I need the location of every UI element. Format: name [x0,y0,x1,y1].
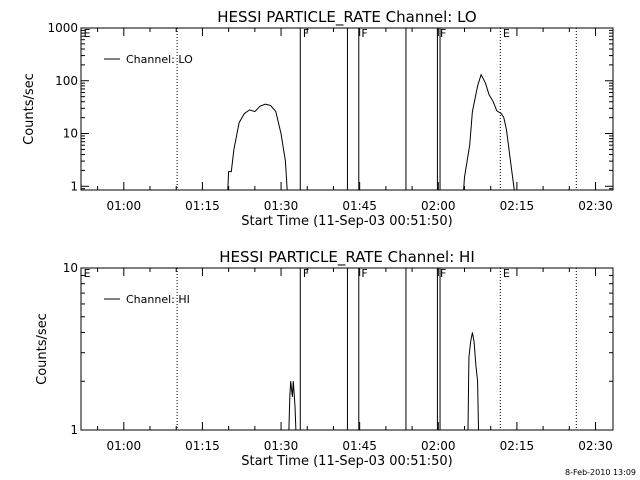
flag-marker: F [303,267,309,280]
flag-marker: E [84,27,91,40]
y-tick-label: 10 [63,261,78,275]
series-line [463,73,515,191]
x-tick-label: 01:30 [264,439,299,453]
x-tick-label: 02:00 [421,439,456,453]
x-axis-label: Start Time (11-Sep-03 00:51:50) [241,214,452,229]
y-axis-label: Counts/sec [35,313,50,385]
series-line [227,103,288,191]
x-tick-label: 01:00 [107,439,142,453]
flag-marker: F [303,27,309,40]
legend-entry: Channel: LO [126,53,193,66]
chart-panel-1: HESSI PARTICLE_RATE Channel: HI Start Tim… [35,248,614,469]
series-line [288,381,297,431]
y-tick-label: 1 [70,423,78,437]
x-tick-label: 01:45 [342,439,377,453]
x-tick-label: 02:15 [500,199,535,213]
flag-marker: E [84,267,91,280]
flag-marker: F [361,27,367,40]
x-tick-label: 02:00 [421,199,456,213]
x-tick-label: 02:30 [578,439,613,453]
flag-marker: F [440,267,446,280]
y-tick-label: 1000 [47,21,78,35]
x-tick-label: 01:15 [185,199,220,213]
flag-marker: F [361,267,367,280]
x-tick-label: 02:30 [578,199,613,213]
y-axis-label: Counts/sec [22,73,37,145]
x-axis-label: Start Time (11-Sep-03 00:51:50) [241,454,452,469]
flag-marker: E [503,27,510,40]
y-tick-label: 1 [70,179,78,193]
plot-timestamp: 8-Feb-2010 13:09 [565,468,636,477]
x-tick-label: 01:30 [264,199,299,213]
x-tick-label: 02:15 [500,439,535,453]
x-tick-label: 01:00 [107,199,142,213]
flag-marker: E [503,267,510,280]
x-tick-label: 01:15 [185,439,220,453]
chart-title: HESSI PARTICLE_RATE Channel: HI [219,248,475,267]
legend-entry: Channel: HI [126,293,190,306]
chart-title: HESSI PARTICLE_RATE Channel: LO [217,8,476,27]
x-tick-label: 01:45 [342,199,377,213]
y-tick-label: 10 [63,127,78,141]
series-line [467,332,479,431]
y-tick-label: 100 [55,74,78,88]
chart-panel-0: HESSI PARTICLE_RATE Channel: LO Start Tim… [22,8,614,229]
flag-marker: F [440,27,446,40]
